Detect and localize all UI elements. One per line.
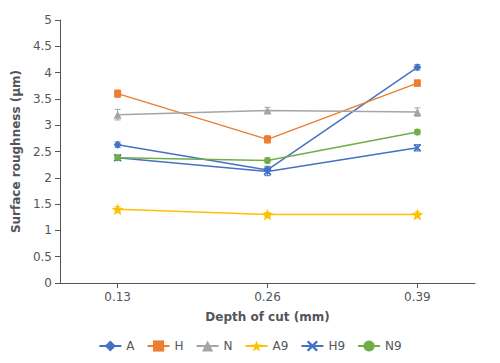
svg-text:0.26: 0.26	[254, 290, 281, 304]
svg-text:A: A	[126, 339, 135, 353]
svg-text:H9: H9	[328, 339, 345, 353]
svg-text:0.5: 0.5	[33, 250, 52, 264]
svg-text:2: 2	[44, 171, 52, 185]
svg-text:N: N	[224, 339, 233, 353]
svg-text:1: 1	[44, 223, 52, 237]
svg-text:3: 3	[44, 118, 52, 132]
svg-text:0.13: 0.13	[104, 290, 131, 304]
svg-text:0.39: 0.39	[404, 290, 431, 304]
svg-text:4.5: 4.5	[33, 39, 52, 53]
svg-text:2.5: 2.5	[33, 145, 52, 159]
svg-text:0: 0	[44, 276, 52, 290]
svg-text:5: 5	[44, 13, 52, 27]
svg-text:4: 4	[44, 66, 52, 80]
svg-text:Depth of cut (mm): Depth of cut (mm)	[205, 310, 329, 324]
svg-text:3.5: 3.5	[33, 92, 52, 106]
svg-text:1.5: 1.5	[33, 197, 52, 211]
svg-text:N9: N9	[385, 339, 402, 353]
svg-text:Surface roughness (μm): Surface roughness (μm)	[9, 70, 23, 233]
svg-text:A9: A9	[273, 339, 289, 353]
svg-text:H: H	[175, 339, 184, 353]
